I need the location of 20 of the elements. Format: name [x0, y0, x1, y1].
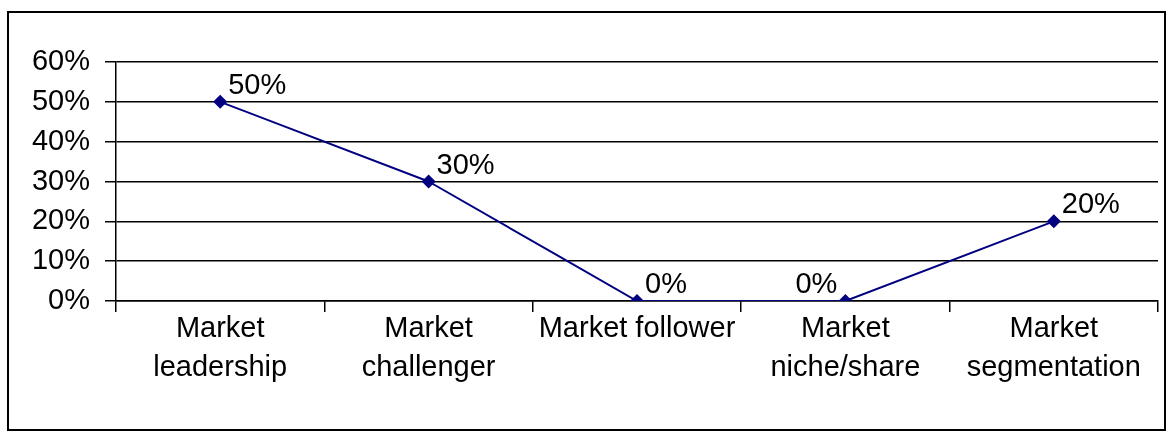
data-label: 30%: [436, 147, 495, 180]
y-tick-label: 10%: [31, 243, 90, 276]
point: [421, 174, 436, 189]
y-tick-label: 40%: [31, 123, 90, 156]
data-label: 0%: [645, 267, 687, 299]
point: [1046, 214, 1061, 229]
x-tick-label: Market follower: [538, 310, 736, 343]
data-label: 0%: [795, 267, 838, 299]
x-tick-label: Market segmentation: [966, 310, 1141, 382]
x-tick-label: Market niche/share: [770, 310, 921, 382]
x-tick-label: Market challenger: [361, 310, 496, 382]
point: [213, 94, 228, 109]
x-tick-label: Market leadership: [153, 310, 288, 382]
y-tick-label: 30%: [31, 163, 90, 196]
y-tick-label: 0%: [48, 283, 90, 315]
data-label: 50%: [228, 67, 287, 100]
y-tick-label: 60%: [31, 44, 90, 76]
y-tick-label: 20%: [31, 203, 90, 236]
y-tick-label: 50%: [31, 83, 90, 116]
data-label: 20%: [1061, 187, 1120, 220]
